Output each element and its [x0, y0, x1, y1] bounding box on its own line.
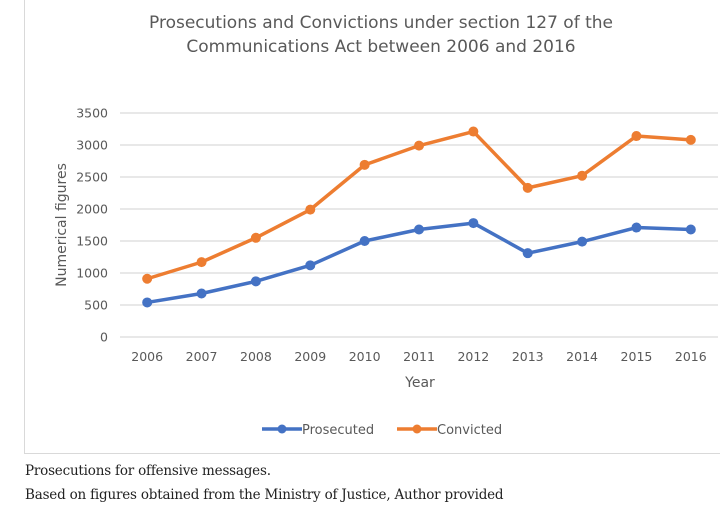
series-convicted	[142, 126, 696, 284]
x-tick-label: 2016	[675, 349, 707, 364]
data-point	[250, 276, 261, 287]
legend-item-convicted: Convicted	[397, 423, 502, 438]
data-point	[685, 224, 696, 235]
y-tick-label: 1500	[76, 234, 108, 249]
x-tick-label: 2012	[457, 349, 489, 364]
data-point	[196, 257, 207, 268]
series-line	[146, 221, 691, 305]
data-point	[359, 159, 370, 170]
data-point	[468, 218, 479, 229]
data-point	[522, 182, 533, 193]
y-tick-label: 2500	[76, 170, 108, 185]
legend-item-prosecuted: Prosecuted	[262, 423, 374, 438]
series-line	[146, 129, 691, 281]
data-point	[359, 236, 370, 246]
y-tick-label: 2000	[76, 202, 108, 217]
data-point	[685, 134, 696, 145]
data-point	[305, 260, 316, 271]
x-tick-label: 2006	[131, 349, 163, 364]
data-point	[522, 248, 533, 259]
data-point	[142, 273, 153, 284]
chart-frame	[24, 0, 720, 454]
x-tick-label: 2011	[403, 349, 435, 364]
data-point	[577, 236, 588, 247]
x-tick-label: 2009	[294, 349, 326, 364]
data-point	[305, 204, 316, 215]
y-tick-label: 1000	[76, 266, 108, 281]
data-point	[577, 170, 588, 181]
series-prosecuted	[142, 218, 696, 308]
legend-label: Convicted	[437, 423, 502, 438]
chart-title-line-1: Prosecutions and Convictions under secti…	[149, 13, 613, 33]
data-point	[631, 222, 642, 233]
legend-marker-icon	[277, 424, 287, 434]
legend-marker-icon	[412, 424, 422, 434]
y-tick-label: 3000	[76, 138, 108, 153]
y-tick-label: 3500	[76, 106, 108, 121]
data-point	[250, 232, 261, 243]
data-point	[414, 224, 424, 235]
data-point	[468, 126, 479, 137]
x-tick-label: 2007	[186, 349, 218, 364]
caption-line-1: Prosecutions for offensive messages.	[25, 463, 271, 479]
data-point	[414, 140, 424, 151]
x-tick-label: 2015	[621, 349, 653, 364]
x-tick-label: 2014	[566, 349, 598, 364]
x-tick-label: 2013	[512, 349, 544, 364]
caption-line-2: Based on figures obtained from the Minis…	[25, 487, 504, 503]
y-tick-label: 0	[100, 330, 108, 345]
x-tick-label: 2010	[349, 349, 381, 364]
data-point	[196, 288, 207, 299]
x-tick-label: 2008	[240, 349, 272, 364]
data-point	[631, 131, 642, 142]
y-axis-label: Numerical figures	[54, 163, 70, 287]
y-tick-label: 500	[84, 298, 108, 313]
data-point	[142, 297, 153, 308]
legend-label: Prosecuted	[302, 423, 374, 438]
chart-title-line-2: Communications Act between 2006 and 2016	[186, 37, 575, 57]
x-axis-label: Year	[404, 375, 435, 391]
